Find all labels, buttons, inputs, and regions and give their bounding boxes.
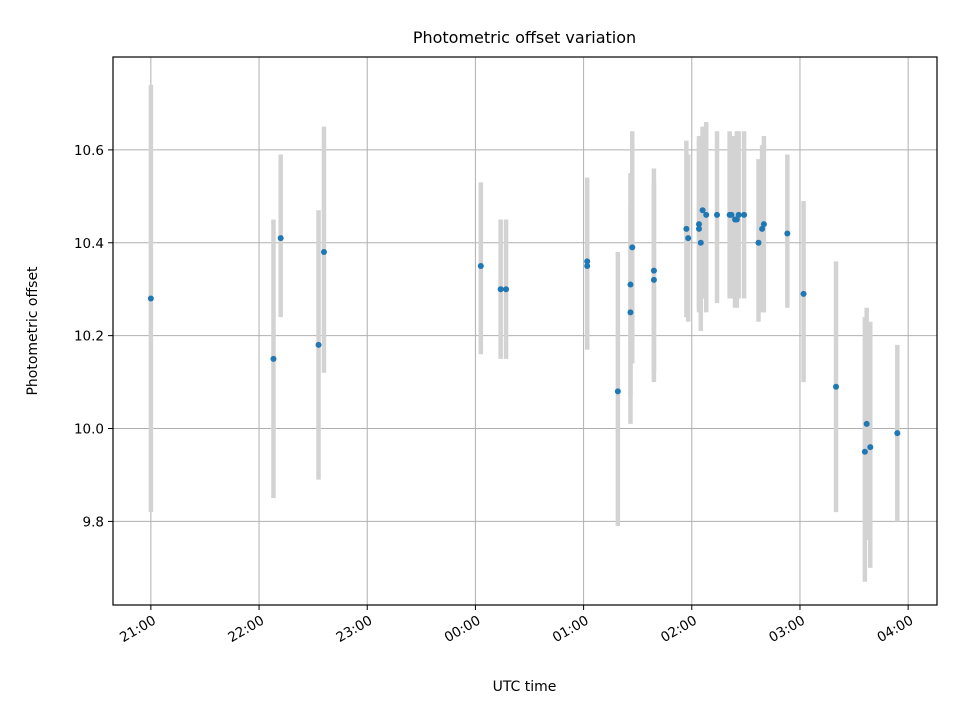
data-point bbox=[861, 448, 868, 455]
data-point bbox=[760, 221, 767, 228]
data-point bbox=[759, 225, 766, 232]
data-point bbox=[315, 341, 322, 348]
y-tick-label: 10.0 bbox=[74, 422, 104, 438]
data-point bbox=[627, 309, 634, 316]
x-axis-label: UTC time bbox=[493, 679, 557, 695]
data-point bbox=[503, 286, 510, 293]
grid bbox=[113, 57, 937, 605]
data-points bbox=[147, 207, 901, 455]
data-point bbox=[714, 211, 721, 218]
data-point bbox=[800, 290, 807, 297]
y-axis-label: Photometric offset bbox=[25, 266, 41, 396]
data-point bbox=[833, 383, 840, 390]
data-point bbox=[863, 420, 870, 427]
data-point bbox=[728, 211, 735, 218]
y-tick-label: 9.8 bbox=[83, 514, 104, 530]
data-point bbox=[699, 207, 706, 214]
data-point bbox=[320, 249, 327, 256]
data-point bbox=[584, 258, 591, 265]
chart-title: Photometric offset variation bbox=[413, 28, 636, 47]
data-point bbox=[703, 211, 710, 218]
data-point bbox=[277, 235, 284, 242]
y-tick-label: 10.2 bbox=[74, 329, 104, 345]
plot-frame bbox=[112, 56, 938, 606]
data-point bbox=[147, 295, 154, 302]
data-point bbox=[735, 211, 742, 218]
data-point bbox=[784, 230, 791, 237]
data-point bbox=[755, 239, 762, 246]
data-point bbox=[685, 235, 692, 242]
data-point bbox=[584, 262, 591, 269]
data-point bbox=[497, 286, 504, 293]
data-point bbox=[695, 225, 702, 232]
data-point bbox=[697, 239, 704, 246]
data-point bbox=[650, 276, 657, 283]
y-axis-ticks: 9.8 10.0 10.2 10.4 10.6 bbox=[74, 143, 113, 530]
data-point bbox=[741, 211, 748, 218]
data-point bbox=[477, 262, 484, 269]
data-point bbox=[894, 430, 901, 437]
y-tick-label: 10.4 bbox=[74, 236, 104, 252]
data-point bbox=[867, 444, 874, 451]
data-point bbox=[733, 216, 740, 223]
data-point bbox=[695, 221, 702, 228]
data-point bbox=[270, 355, 277, 362]
data-point bbox=[650, 267, 657, 274]
y-tick-label: 10.6 bbox=[74, 143, 104, 159]
data-point bbox=[683, 225, 690, 232]
data-point bbox=[614, 388, 621, 395]
data-point bbox=[627, 281, 634, 288]
data-point bbox=[629, 244, 636, 251]
